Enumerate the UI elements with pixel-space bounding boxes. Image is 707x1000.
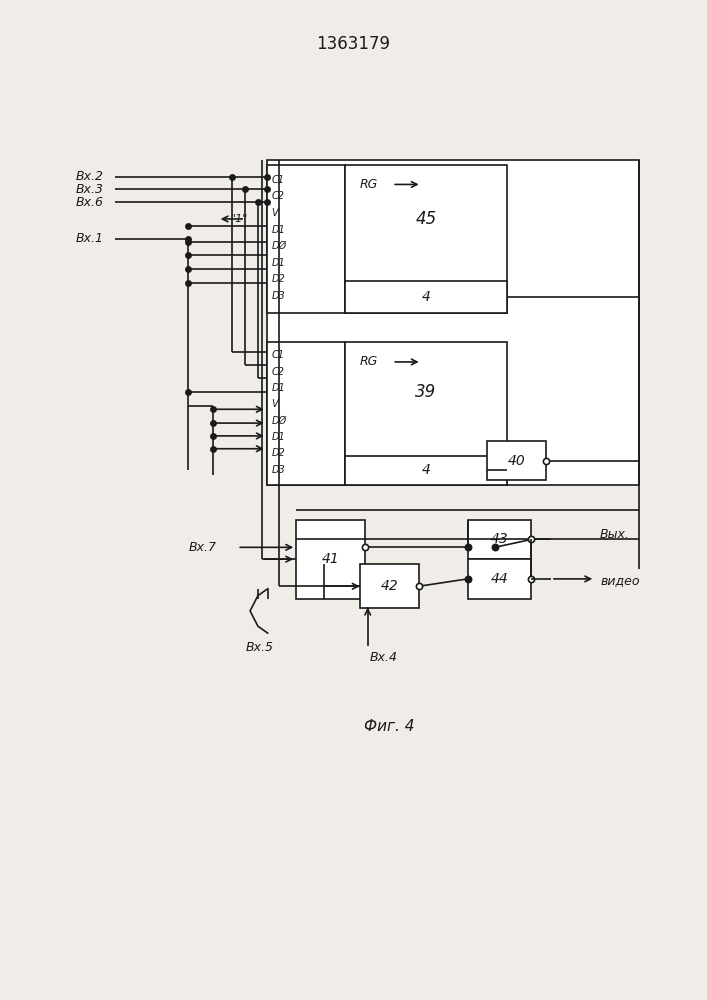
Text: 4: 4 bbox=[421, 290, 431, 304]
Text: Вых.: Вых. bbox=[600, 528, 630, 541]
Text: Вх.3: Вх.3 bbox=[76, 183, 103, 196]
Text: V: V bbox=[271, 208, 279, 218]
Bar bbox=[296, 520, 365, 599]
Text: Вх.6: Вх.6 bbox=[76, 196, 103, 209]
Text: RG: RG bbox=[360, 355, 378, 368]
Bar bbox=[345, 456, 507, 485]
Bar bbox=[267, 160, 639, 485]
Text: DØ: DØ bbox=[271, 416, 287, 426]
Text: Вх.2: Вх.2 bbox=[76, 170, 103, 183]
Text: 39: 39 bbox=[416, 383, 437, 401]
Bar bbox=[267, 342, 345, 485]
Text: Вх.4: Вх.4 bbox=[370, 651, 397, 664]
Bar bbox=[345, 165, 507, 313]
Text: Вх.7: Вх.7 bbox=[188, 541, 216, 554]
Text: D1: D1 bbox=[271, 383, 286, 393]
Text: "1": "1" bbox=[230, 214, 248, 224]
Bar bbox=[468, 559, 532, 599]
Text: D1: D1 bbox=[271, 258, 286, 268]
Text: 41: 41 bbox=[322, 552, 339, 566]
Text: RG: RG bbox=[360, 178, 378, 191]
Text: 1363179: 1363179 bbox=[316, 35, 390, 53]
Text: Вх.5: Вх.5 bbox=[246, 641, 274, 654]
Text: 44: 44 bbox=[491, 572, 508, 586]
Text: D1: D1 bbox=[271, 432, 286, 442]
Text: Вх.1: Вх.1 bbox=[76, 232, 103, 245]
Text: D3: D3 bbox=[271, 291, 286, 301]
Bar bbox=[360, 564, 419, 608]
Bar bbox=[345, 342, 507, 485]
Text: C1: C1 bbox=[271, 350, 285, 360]
Text: C2: C2 bbox=[271, 367, 285, 377]
Text: D2: D2 bbox=[271, 274, 286, 284]
Bar bbox=[468, 520, 532, 559]
Text: DØ: DØ bbox=[271, 241, 287, 251]
Text: 42: 42 bbox=[380, 579, 398, 593]
Text: 43: 43 bbox=[491, 532, 508, 546]
Bar bbox=[267, 165, 345, 313]
Text: 45: 45 bbox=[416, 210, 437, 228]
Text: C1: C1 bbox=[271, 175, 285, 185]
Text: D3: D3 bbox=[271, 465, 286, 475]
Bar bbox=[345, 281, 507, 313]
Bar bbox=[487, 441, 546, 480]
Text: D1: D1 bbox=[271, 225, 286, 235]
Text: V: V bbox=[271, 399, 279, 409]
Text: видео: видео bbox=[600, 574, 640, 587]
Text: C2: C2 bbox=[271, 191, 285, 201]
Text: D2: D2 bbox=[271, 448, 286, 458]
Text: Фиг. 4: Фиг. 4 bbox=[364, 719, 414, 734]
Text: 40: 40 bbox=[508, 454, 525, 468]
Text: 4: 4 bbox=[421, 463, 431, 477]
